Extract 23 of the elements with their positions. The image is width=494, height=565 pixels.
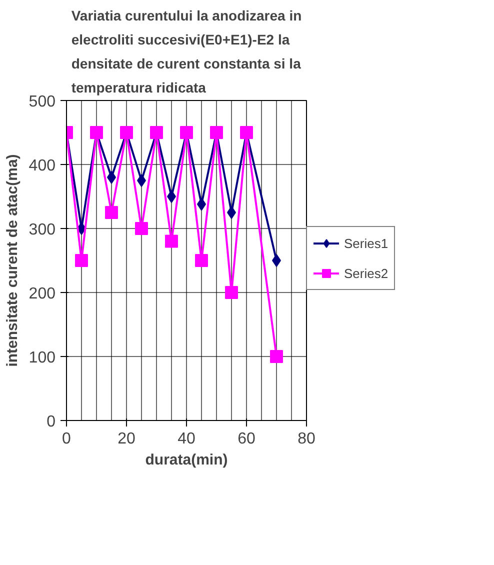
x-axis-title: durata(min) bbox=[145, 452, 228, 468]
point bbox=[165, 234, 178, 248]
y-axis-title: intensitate curent de atac(ma) bbox=[4, 154, 21, 367]
y-tick-label: 100 bbox=[28, 350, 56, 366]
point bbox=[105, 206, 118, 219]
point bbox=[225, 286, 238, 299]
point bbox=[75, 254, 88, 267]
chart-title: Variatia curentului la anodizarea in electroliti succesivi(E0+E1)-E2 la densitate de curent constanta si la temperatura ridicata bbox=[71, 8, 302, 96]
point bbox=[195, 254, 208, 267]
y-tick-label: 200 bbox=[28, 286, 56, 302]
legend-label: Series2 bbox=[344, 266, 388, 280]
y-tick-label: 0 bbox=[46, 414, 56, 430]
x-tick-label: 80 bbox=[298, 430, 316, 448]
x-tick-label: 20 bbox=[118, 430, 136, 448]
x-tick-label: 0 bbox=[62, 430, 72, 448]
point bbox=[135, 222, 148, 235]
x-tick-label: 60 bbox=[238, 430, 256, 448]
legend-label: Series1 bbox=[344, 236, 388, 250]
y-tick-label: 500 bbox=[28, 94, 56, 110]
point bbox=[270, 350, 283, 363]
y-tick-label: 300 bbox=[28, 222, 56, 238]
y-tick-label: 400 bbox=[28, 158, 56, 174]
x-tick-label: 40 bbox=[178, 430, 196, 448]
